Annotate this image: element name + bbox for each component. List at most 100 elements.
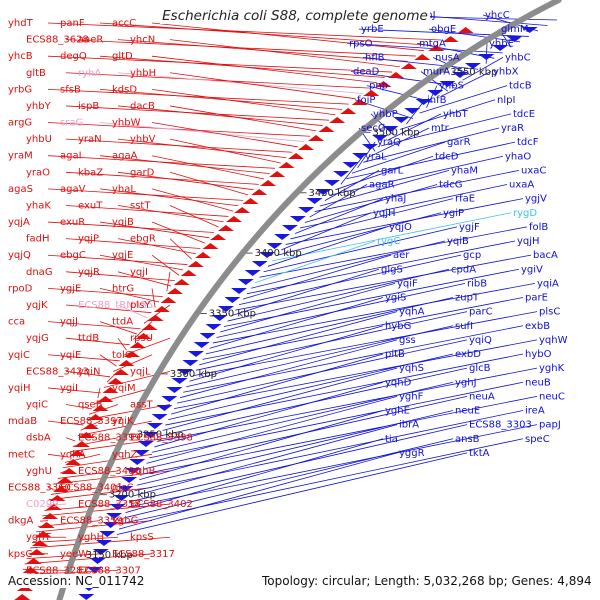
right-gene-label: yhaM [451, 165, 478, 176]
left-gene-label: ECS88_3359 [60, 516, 123, 527]
right-leader-line [216, 282, 466, 338]
forward-gene-arrow [112, 369, 129, 375]
forward-gene-arrow [57, 477, 74, 483]
right-gene-label: yqiQ [469, 335, 492, 346]
left-leader-line [151, 221, 206, 244]
left-gene-label: yhbW [112, 118, 141, 129]
left-leader-line [47, 321, 141, 330]
left-gene-label: yqjE [112, 250, 133, 261]
right-gene-label: yhaO [505, 151, 531, 162]
left-gene-label: yqiK [112, 416, 134, 427]
right-gene-label: glcB [469, 363, 491, 374]
right-gene-label: yqhD [385, 377, 412, 388]
right-gene-label: secG [361, 123, 386, 134]
right-gene-label: obgE [431, 24, 456, 35]
right-gene-label: yrbE [361, 24, 384, 35]
left-leader-line [99, 288, 160, 303]
left-leader-line [47, 122, 311, 137]
left-leader-line [117, 138, 287, 159]
right-gene-label: yhbE [489, 38, 514, 49]
forward-gene-arrow [16, 585, 33, 591]
right-gene-label: gss [399, 335, 416, 346]
right-gene-label: rygD [513, 208, 537, 219]
forward-gene-arrow [318, 126, 335, 132]
left-gene-label: metC [8, 449, 35, 460]
left-leader-line [47, 354, 120, 362]
forward-gene-arrow [25, 558, 42, 564]
left-gene-label: yhcN [130, 35, 155, 46]
right-gene-label: mtgA [419, 38, 446, 49]
right-leader-line [125, 438, 384, 514]
left-gene-label: ECS88_3402 [130, 499, 193, 510]
right-gene-label: ygjF [459, 222, 480, 233]
left-leader-line [47, 387, 101, 394]
right-gene-labels: yrbBrrmJyhcCyrbEobgEglmMrpsOmtgAyhbEhflB… [345, 10, 568, 459]
left-gene-label: argG [8, 118, 32, 129]
reverse-gene-arrow [361, 144, 378, 150]
right-leader-line [314, 169, 520, 212]
right-leader-line [346, 42, 503, 54]
left-gene-label: ECS88_3398 [130, 433, 193, 444]
forward-gene-arrow [269, 171, 286, 177]
right-gene-label: yqhA [399, 307, 425, 318]
left-leader-line [151, 122, 299, 148]
scale-label: 3250 kbp [137, 429, 184, 440]
left-gene-label: yhbU [26, 134, 52, 145]
left-leader-line [117, 271, 171, 287]
left-gene-label: agaA [112, 151, 138, 162]
reverse-gene-arrow [281, 225, 298, 231]
right-leader-line [242, 254, 392, 300]
right-leader-line [220, 282, 396, 333]
forward-gene-arrow [97, 396, 114, 402]
left-leader-line [24, 553, 153, 565]
right-gene-label: tktA [469, 448, 490, 459]
reverse-gene-arrow [451, 72, 468, 78]
left-leader-line [65, 205, 229, 217]
forward-gene-arrow [242, 198, 259, 204]
right-leader-line [259, 226, 528, 278]
forward-gene-arrow [35, 531, 52, 537]
left-gene-label: yqiM [112, 383, 136, 394]
right-gene-label: uxaA [509, 180, 534, 191]
right-leader-line [485, 43, 488, 64]
left-gene-label: yraN [78, 134, 102, 145]
reverse-gene-arrow [315, 189, 332, 195]
right-gene-label: yqjH [517, 236, 540, 247]
right-leader-line [209, 297, 384, 349]
left-gene-label: yhcB [8, 51, 33, 62]
left-leader-line [117, 337, 127, 351]
forward-gene-arrow [38, 522, 55, 528]
right-gene-label: rpsO [349, 38, 373, 49]
left-gene-label: ygjE [60, 283, 81, 294]
right-leader-line [127, 424, 538, 508]
right-leader-line [387, 113, 442, 141]
reverse-gene-arrow [266, 243, 283, 249]
left-leader-line [117, 171, 254, 191]
right-leader-line [440, 71, 492, 97]
left-leader-line [99, 321, 137, 335]
right-gene-label: ygiV [521, 264, 543, 275]
left-gene-label: agaI [60, 151, 82, 162]
forward-gene-arrow [442, 36, 459, 42]
right-leader-line [319, 169, 450, 207]
right-gene-label: ECS88_3303 [469, 420, 532, 431]
left-gene-label: yqjK [26, 300, 48, 311]
forward-gene-arrow [308, 135, 325, 141]
left-gene-label: sraG [60, 118, 83, 129]
left-gene-label: rpsU [130, 333, 153, 344]
left-gene-label: accC [112, 18, 136, 29]
left-gene-label: yqhA [60, 449, 86, 460]
left-gene-label: glcC [112, 482, 134, 493]
left-leader-line [169, 205, 219, 228]
right-gene-label: yqiF [397, 278, 418, 289]
right-gene-label: tdcB [509, 81, 532, 92]
right-gene-label: tdcG [439, 180, 463, 191]
right-gene-label: deaD [353, 67, 380, 78]
right-gene-label: garL [381, 165, 404, 176]
right-leader-line [255, 240, 376, 284]
left-leader-line [65, 72, 370, 89]
reverse-gene-arrow [306, 198, 323, 204]
right-leader-line [462, 57, 504, 81]
left-gene-label: ECS88_3401 [60, 482, 123, 493]
right-gene-label: hflB [365, 52, 385, 63]
